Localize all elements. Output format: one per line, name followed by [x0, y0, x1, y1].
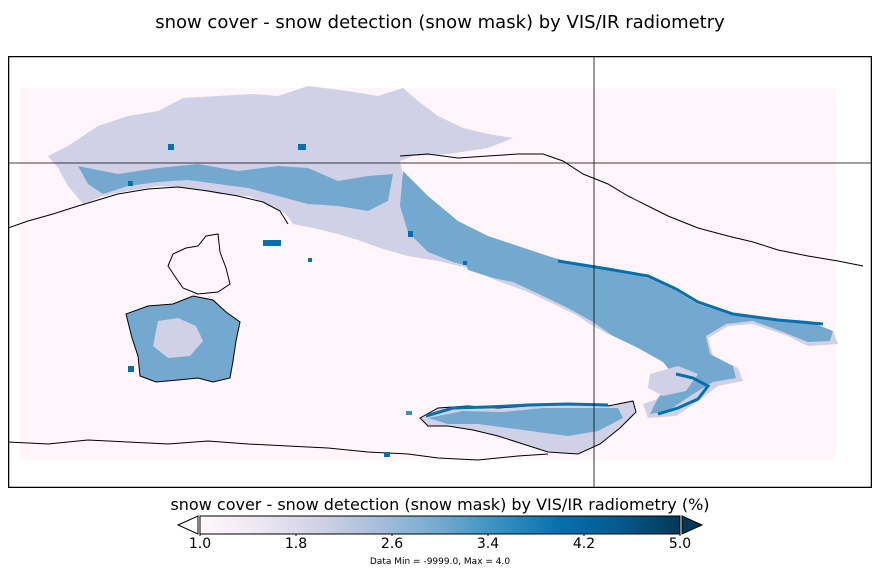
colorbar-tick-label: 2.6 [380, 536, 404, 552]
snow-pixel [128, 181, 133, 186]
corsica-outline [167, 233, 231, 295]
sicily-coast-accent [425, 402, 609, 418]
map-panel[interactable] [8, 56, 872, 488]
gulf-taranto-accent [657, 372, 711, 416]
colorbar-min-extend-arrow [176, 515, 199, 535]
apennines-snow-zone [400, 171, 833, 414]
colorbar-max-extend-arrow [681, 515, 704, 535]
map-title: snow cover - snow detection (snow mask) … [155, 12, 725, 33]
snow-pixel [298, 144, 306, 150]
colorbar-gradient [199, 515, 681, 535]
alps-snow-zone [78, 164, 393, 211]
snow-pixel [408, 231, 413, 237]
snow-pixel [463, 261, 467, 265]
north-africa-coastline [8, 439, 549, 461]
sicily-snow-zone [428, 408, 623, 436]
island-pixel [128, 366, 134, 372]
colorbar [176, 514, 704, 536]
island-pixel [263, 240, 281, 246]
island-pixel [308, 258, 312, 262]
data-min-max-info: Data Min = -9999.0, Max = 4.0 [369, 557, 511, 567]
colorbar-tick-label: 1.8 [284, 536, 308, 552]
french-coastline [8, 186, 289, 229]
island-pixel [406, 411, 412, 415]
central-italy-patch [463, 256, 528, 284]
snow-pixel [168, 144, 174, 150]
colorbar-label: snow cover - snow detection (snow mask) … [170, 495, 710, 514]
coastline-accent [557, 259, 824, 326]
colorbar-tick-label: 4.2 [572, 536, 596, 552]
colorbar-tick-label: 3.4 [476, 536, 500, 552]
adriatic-east-coastline [399, 153, 864, 267]
colorbar-tick-label: 1.0 [188, 536, 212, 552]
island-pixel [384, 452, 390, 457]
colorbar-tick-label: 5.0 [668, 536, 692, 552]
calabria-white-patch [648, 366, 698, 396]
sardinia-light-patches [153, 318, 203, 358]
